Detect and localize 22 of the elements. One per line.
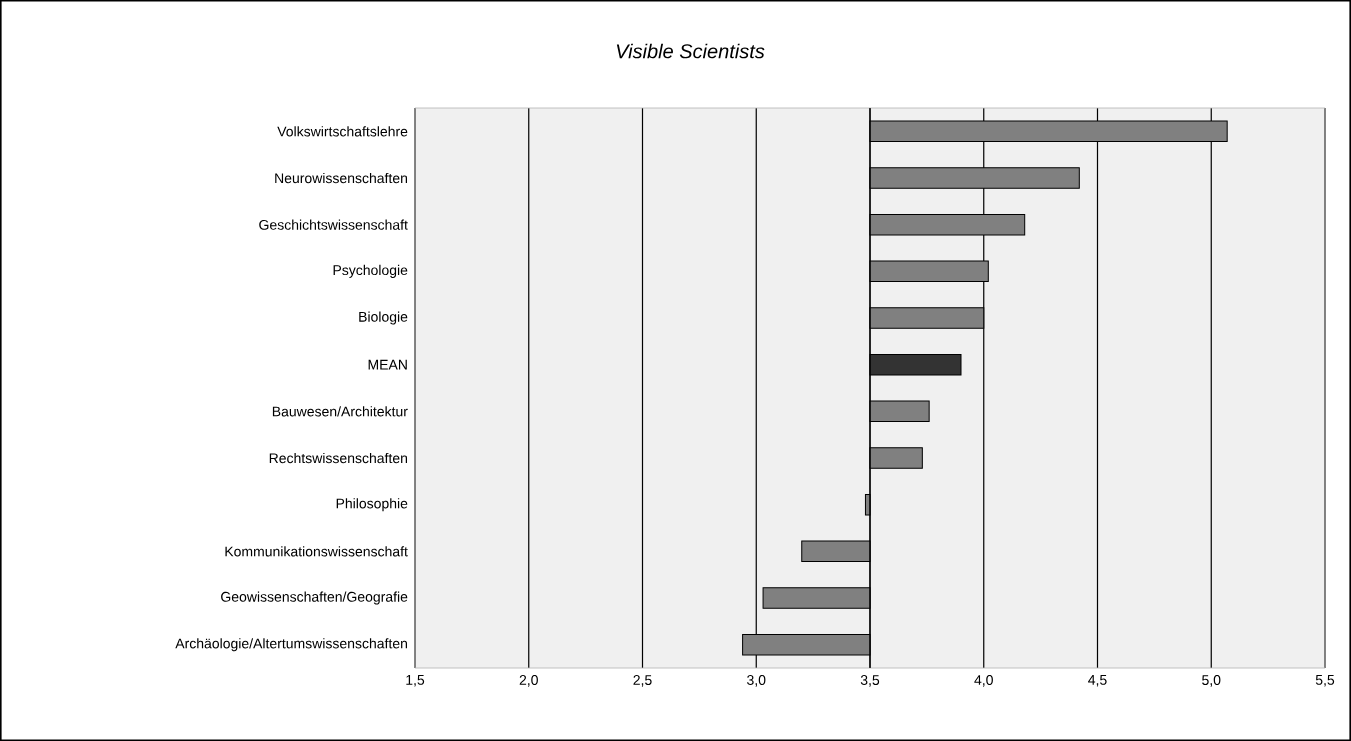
x-tick-label: 4,5 bbox=[1088, 675, 1107, 687]
y-tick-label: Geschichtswissenschaft bbox=[259, 219, 408, 230]
y-tick-label: Kommunikationswissenschaft bbox=[225, 546, 408, 557]
y-tick-label: Rechtswissenschaften bbox=[269, 452, 407, 464]
x-tick-label: 5,5 bbox=[1315, 675, 1335, 687]
y-tick-label: Neurowissenschaften bbox=[275, 172, 407, 184]
y-tick-label: Volkswirtschaftslehre bbox=[277, 126, 408, 137]
y-tick-label: Psychologie bbox=[333, 264, 408, 278]
x-tick-label: 5,0 bbox=[1202, 675, 1221, 687]
y-tick-label: Biologie bbox=[359, 311, 408, 325]
x-tick-label: 1,5 bbox=[406, 675, 425, 687]
x-tick-label: 2,0 bbox=[519, 675, 538, 687]
y-tick-label: Bauwesen/Architektur bbox=[272, 406, 408, 417]
y-tick-label: Philosophie bbox=[336, 498, 408, 512]
x-tick-label: 3,5 bbox=[860, 675, 880, 687]
y-tick-label: MEAN bbox=[368, 359, 407, 370]
chart-title: Visible Scientists bbox=[616, 43, 765, 59]
x-tick-label: 2,5 bbox=[633, 675, 652, 687]
x-tick-label: 3,0 bbox=[747, 675, 766, 687]
y-tick-label: Archäologie/Altertumswissenschaften bbox=[175, 638, 407, 652]
x-tick-label: 4,0 bbox=[974, 675, 993, 687]
y-tick-label: Geowissenschaften/Geografie bbox=[221, 591, 408, 605]
